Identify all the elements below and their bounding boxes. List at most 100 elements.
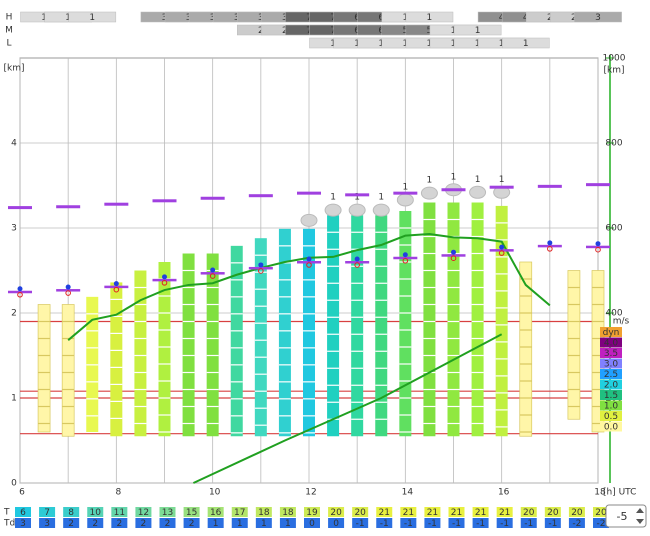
y2-tick-label: 600 (605, 224, 622, 234)
upper-mark (441, 188, 466, 192)
lower-dot (210, 267, 216, 273)
cloud-cover-value: 1 (65, 13, 71, 23)
row-value: 7 (44, 508, 50, 518)
cloud-cover-value: 4 (499, 13, 505, 23)
cloud-cover-value: 6 (378, 26, 384, 36)
row-value: 1 (261, 519, 267, 529)
cloud-cover-cell (501, 37, 550, 49)
y2-tick-label: 400 (605, 309, 622, 319)
cloud-cap (348, 203, 366, 217)
cloud-cover-value: 1 (451, 39, 457, 49)
spinner-down[interactable] (636, 519, 644, 524)
cloud-column (567, 270, 581, 420)
row-cell (183, 507, 200, 517)
y-tick-label: 3 (11, 224, 17, 234)
lower-ring (306, 262, 312, 268)
row-value: -1 (428, 519, 437, 529)
row-value: -1 (548, 519, 557, 529)
lower-dot (354, 256, 360, 262)
cloud-cover-value: 1 (402, 13, 408, 23)
layer-name: M (5, 26, 13, 36)
cloud-cover-value: 3 (210, 13, 216, 23)
cloud-cap (420, 186, 438, 200)
spinner-box (605, 504, 647, 528)
row-value: 21 (499, 508, 510, 518)
row-cell (304, 518, 320, 528)
row-cell (207, 518, 224, 528)
row-value: 18 (282, 508, 294, 518)
y-tick-label: 0 (11, 479, 17, 489)
layer-name: H (6, 13, 13, 23)
row-cell (544, 507, 561, 517)
row-value: -1 (500, 519, 509, 529)
row-value: 3 (20, 519, 26, 529)
row-cell (496, 507, 513, 517)
row-cell (159, 507, 176, 517)
row-cell (496, 518, 513, 528)
cloud-cover-value: 2 (571, 13, 577, 23)
cloud-column (519, 261, 533, 437)
row-cell (255, 507, 272, 517)
offset-spinner[interactable]: -5 (605, 504, 647, 528)
row-cell (568, 507, 585, 517)
cloud-cover-value: 2 (258, 26, 264, 36)
cloud-cover-value: 1 (89, 13, 95, 23)
row-cell (87, 507, 104, 517)
cloud-cover-value: 7 (306, 26, 312, 36)
lower-dot (162, 274, 167, 280)
row-value: 20 (571, 508, 583, 518)
cloud-cover-value: 6 (354, 26, 360, 36)
x-tick-label: 6 (19, 488, 25, 498)
cloud-cover-value: 7 (330, 26, 336, 36)
row-value: 20 (595, 508, 607, 518)
row-cell (255, 518, 272, 528)
row-value: 16 (210, 508, 222, 518)
upper-mark (393, 191, 418, 195)
row-cell (400, 507, 417, 517)
row-value: 15 (186, 508, 197, 518)
row-name: Td (3, 519, 15, 529)
row-cell (207, 507, 224, 517)
row-cell (135, 507, 152, 517)
legend-label: 0.0 (604, 423, 619, 433)
lower-dot (547, 240, 553, 246)
row-cell (376, 518, 393, 528)
lower-dot (402, 252, 408, 258)
row-value: -1 (380, 519, 389, 529)
cloud-cap (469, 185, 487, 199)
profile-line (192, 333, 503, 484)
lower-ring (498, 250, 505, 256)
row-value: 21 (475, 508, 486, 518)
cloud-cover-value: 1 (427, 13, 433, 23)
row-cell (63, 518, 80, 528)
row-cell (472, 518, 489, 528)
cloud-column (351, 215, 364, 437)
row-cell (231, 518, 248, 528)
upper-mark (248, 194, 273, 198)
legend-label: dyn (603, 328, 620, 338)
x-tick-label: 16 (498, 488, 510, 498)
row-cell (544, 518, 561, 528)
cloud-cover-value: 1 (523, 39, 529, 49)
row-value: -1 (524, 519, 533, 529)
upper-mark (104, 202, 129, 206)
cloud-cover-value: 6 (378, 13, 384, 23)
row-value: 12 (138, 508, 149, 518)
row-cell (424, 507, 441, 517)
y2-axis-label: [km] (603, 66, 624, 76)
legend-label: 4.0 (604, 339, 619, 349)
row-value: 19 (306, 508, 318, 518)
lower-dot (258, 262, 264, 268)
cloud-cover-value: 1 (427, 39, 433, 49)
cap-label: 1 (499, 175, 505, 185)
row-value: 2 (189, 519, 195, 529)
cap-label: 1 (354, 193, 360, 203)
legend-swatch (600, 327, 622, 337)
cloud-cover-value: 1 (402, 39, 408, 49)
row-value: 1 (237, 519, 243, 529)
row-value: 21 (427, 508, 438, 518)
spinner-up[interactable] (636, 508, 644, 513)
row-cell (352, 518, 369, 528)
row-value: 21 (403, 508, 414, 518)
